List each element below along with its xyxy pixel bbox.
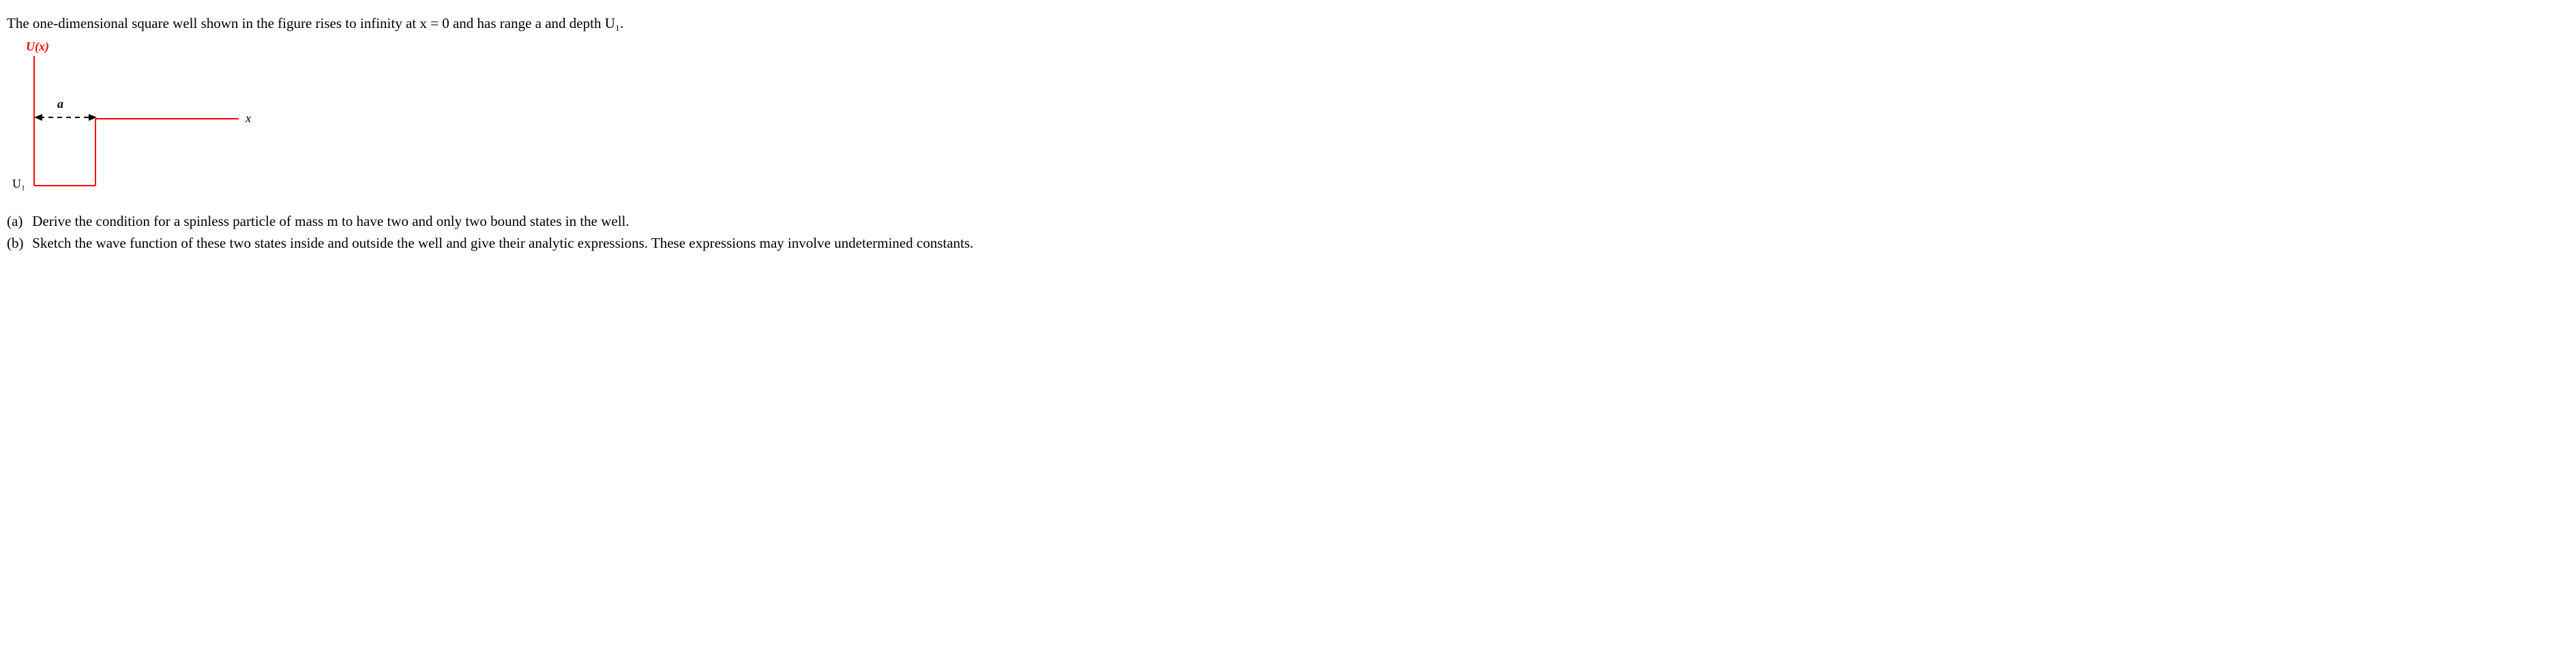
questions-block: (a) Derive the condition for a spinless … [7,211,2569,254]
width-arrow-left [34,114,42,121]
question-b: (b) Sketch the wave function of these tw… [7,233,2569,255]
problem-container: The one-dimensional square well shown in… [7,14,2569,254]
question-b-text: Sketch the wave function of these two st… [32,235,973,251]
intro-text: The one-dimensional square well shown in… [7,14,2569,33]
question-a: (a) Derive the condition for a spinless … [7,211,2569,233]
question-a-label: (a) [7,211,29,233]
y-axis-label: U(x) [26,40,49,54]
question-a-text: Derive the condition for a spinless part… [32,213,629,229]
potential-well-diagram: U(x) a x U₁ [20,44,266,194]
width-label: a [57,97,63,111]
question-b-label: (b) [7,233,29,255]
well-svg [20,44,266,194]
depth-label: U₁ [12,177,25,191]
x-axis-label: x [246,111,251,126]
